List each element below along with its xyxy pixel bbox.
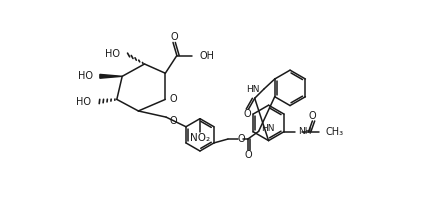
Text: O: O [309, 111, 316, 121]
Text: NH: NH [298, 127, 312, 136]
Text: OH: OH [199, 50, 214, 61]
Text: HN: HN [246, 84, 260, 94]
Text: HO: HO [76, 97, 90, 107]
Text: O: O [170, 116, 178, 126]
Text: O: O [170, 94, 178, 104]
Text: O: O [237, 134, 245, 144]
Text: HO: HO [78, 71, 93, 81]
Text: O: O [171, 32, 178, 42]
Text: HO: HO [105, 49, 120, 59]
Text: O: O [245, 150, 252, 160]
Text: HN: HN [261, 124, 275, 133]
Polygon shape [100, 74, 122, 78]
Text: CH₃: CH₃ [326, 127, 344, 137]
Text: O: O [243, 109, 251, 119]
Text: NO₂: NO₂ [190, 133, 210, 143]
